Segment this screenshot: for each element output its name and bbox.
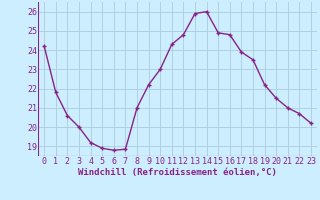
X-axis label: Windchill (Refroidissement éolien,°C): Windchill (Refroidissement éolien,°C) <box>78 168 277 177</box>
